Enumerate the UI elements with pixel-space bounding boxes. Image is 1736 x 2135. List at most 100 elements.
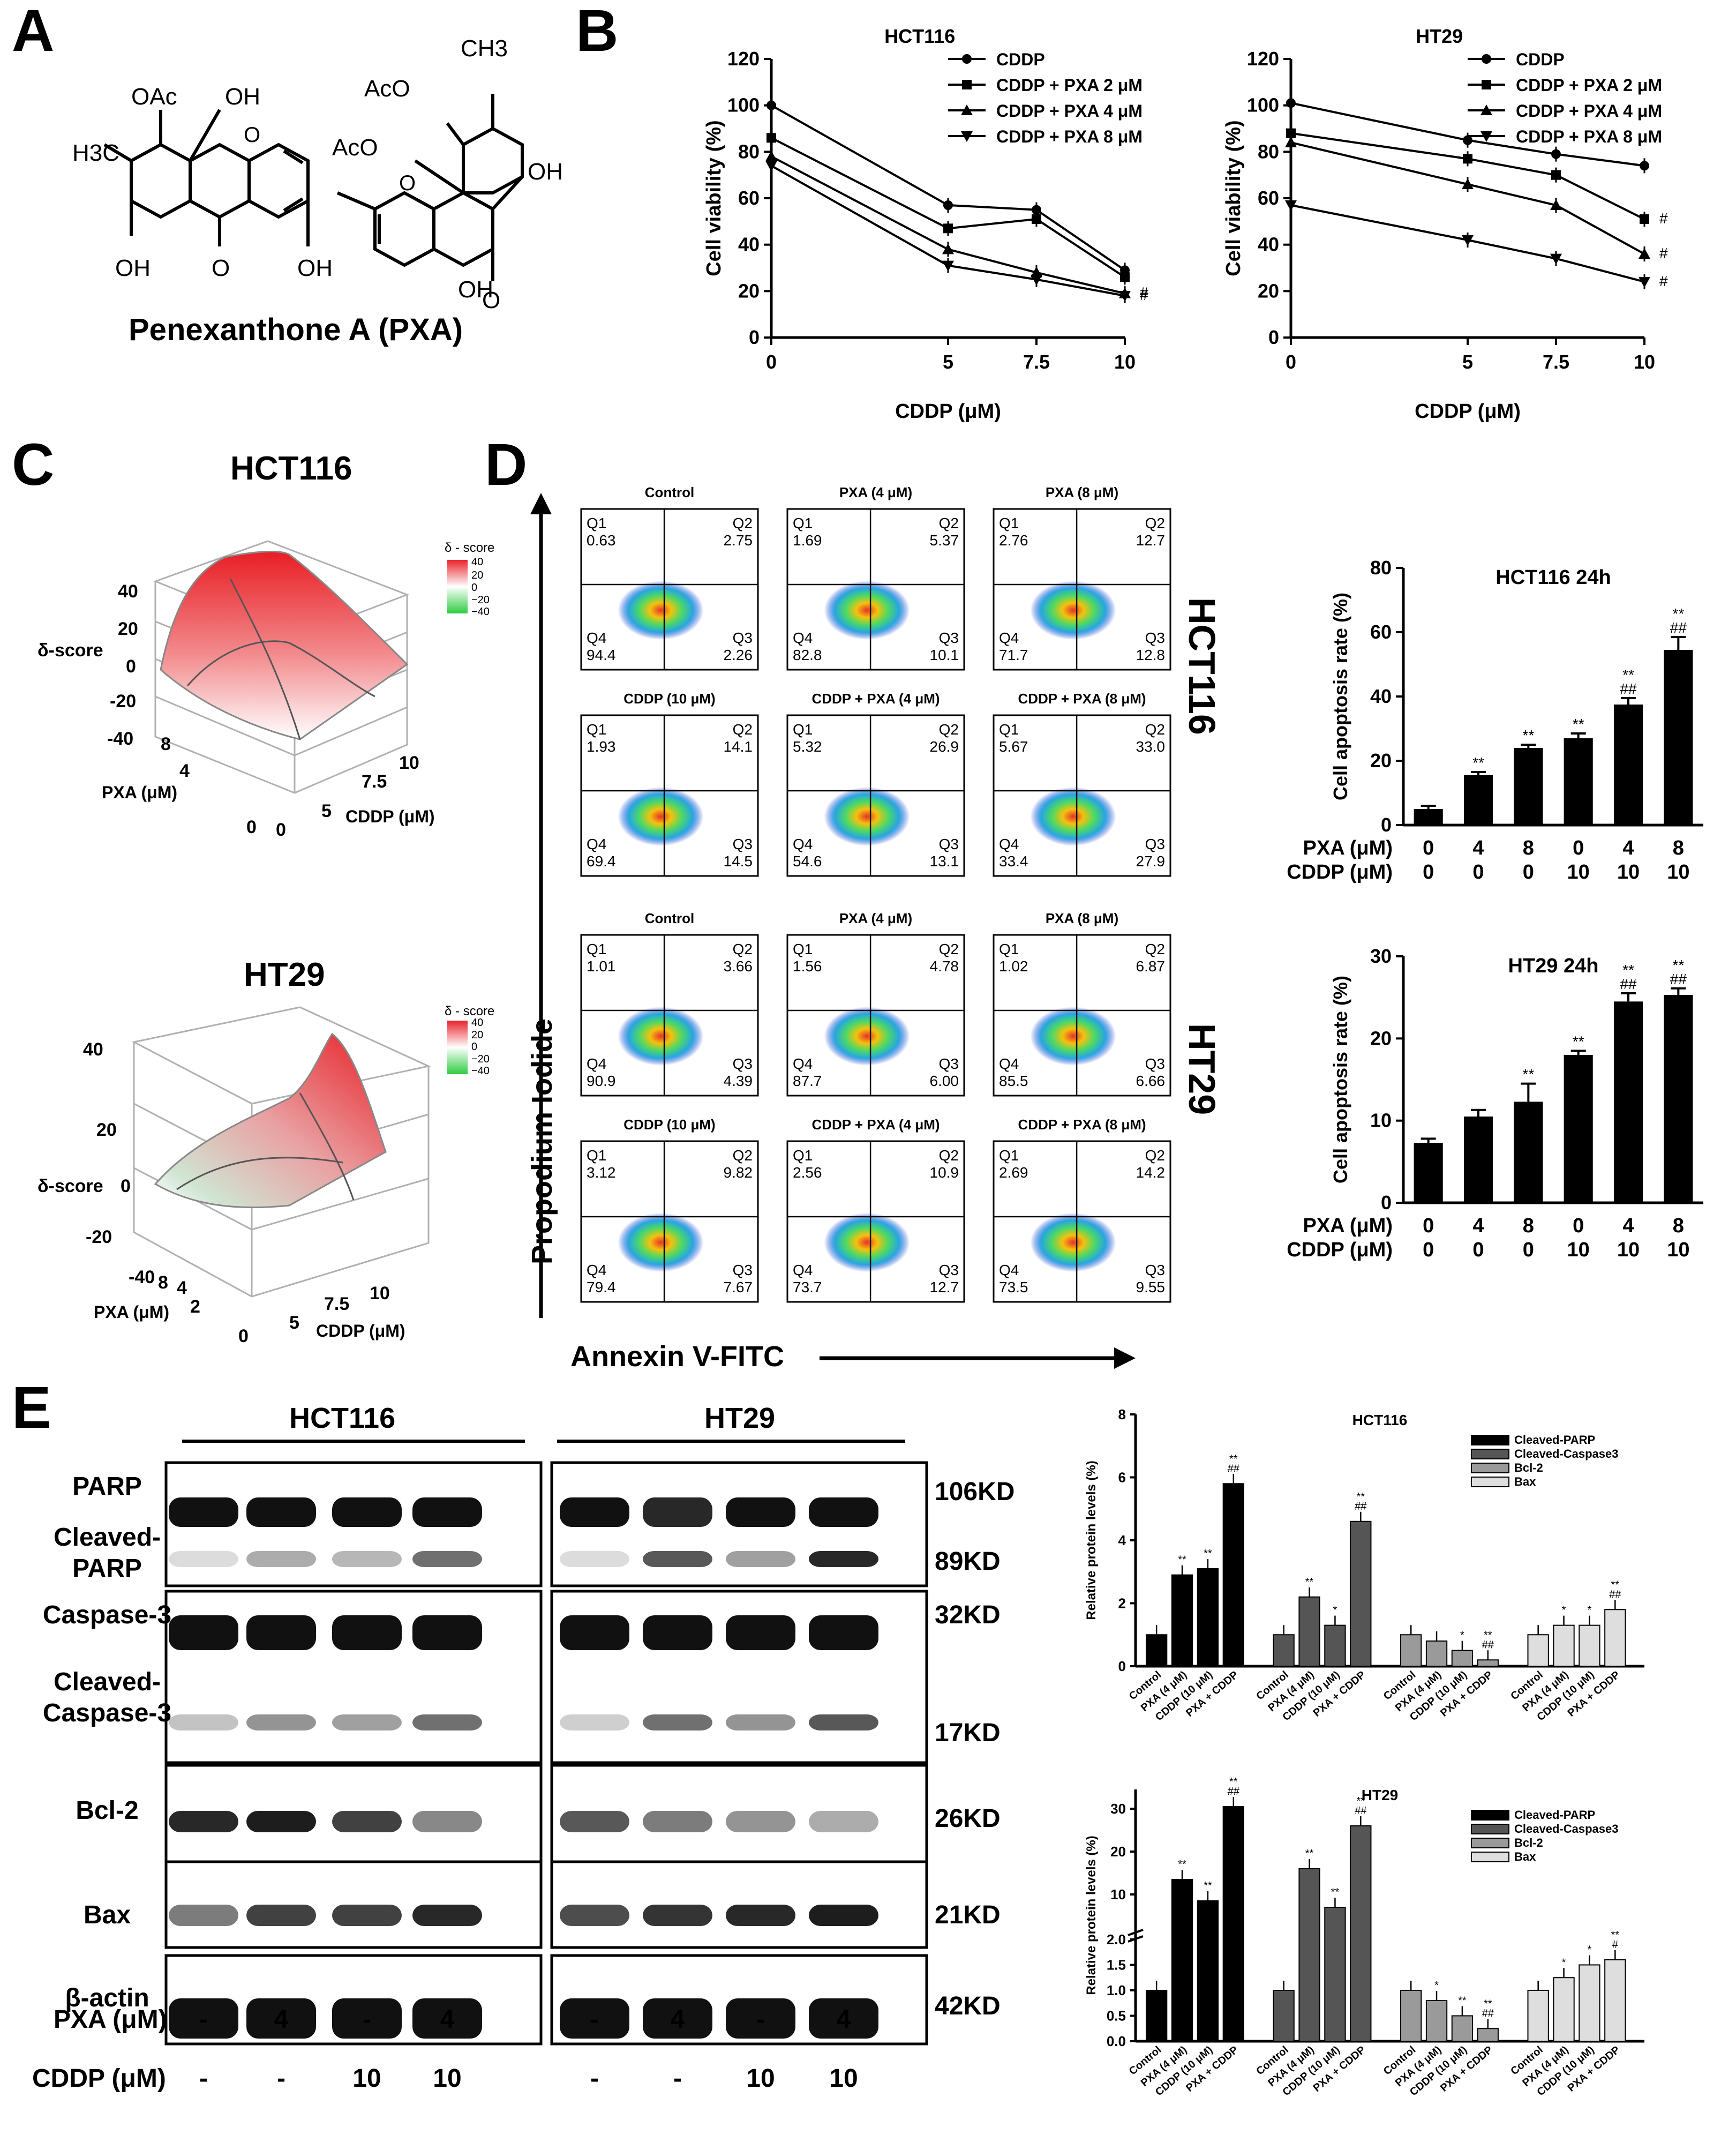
- quadrant-name: Q3: [733, 1262, 753, 1278]
- pxa-value: 8: [1523, 1215, 1534, 1237]
- blot-band: [246, 1615, 316, 1650]
- legend-label: CDDP + PXA 4 μM: [996, 101, 1143, 121]
- pxa-treatment-value: 4: [837, 2005, 851, 2034]
- legend-marker: [961, 131, 973, 142]
- surface-grid-6: [294, 706, 408, 756]
- significance-mark: *: [1562, 1957, 1566, 1968]
- bar: [1197, 1568, 1219, 1667]
- blot-band: [809, 1714, 878, 1731]
- significance-mark: **: [1357, 1491, 1365, 1503]
- quadrant-name: Q3: [939, 836, 959, 852]
- y-tick-label: 30: [1110, 1801, 1126, 1817]
- quadrant-q1-value: 1.69: [793, 532, 822, 549]
- y-tick: 0: [238, 1326, 249, 1346]
- legend-label: Bax: [1514, 1475, 1536, 1488]
- significance-mark: ##: [1355, 1501, 1367, 1512]
- pxa-value: 4: [1622, 837, 1634, 859]
- series-line: [771, 164, 1125, 297]
- bar: [1514, 748, 1543, 825]
- surface-grid-4: [251, 1178, 429, 1231]
- chart-e-ht29-protein: 0.0 0.5 1.0 1.5 2.0 10 20 30 HT29 Relative protei…: [1084, 1776, 1644, 2099]
- surface-title-hct116: HCT116: [230, 450, 352, 487]
- quadrant-q3-value: 7.67: [724, 1279, 753, 1295]
- blot-band: [332, 1615, 402, 1650]
- pxa-value: 0: [1573, 1215, 1584, 1237]
- data-point: [942, 243, 954, 254]
- blot-band: [809, 1551, 878, 1567]
- colorbar-tick: 20: [471, 1029, 483, 1041]
- significance-mark: ##: [1670, 619, 1687, 636]
- blot-band: [643, 1497, 712, 1527]
- pxa-treatment-value: -: [363, 2005, 371, 2034]
- compound-name: Penexanthone A (PXA): [129, 312, 463, 347]
- cell-population-cloud: [1030, 1007, 1116, 1066]
- pxa-value: 8: [1673, 837, 1684, 859]
- cddp-value: 10: [1667, 861, 1689, 883]
- significance-mark: #: [1140, 287, 1148, 303]
- pxa-value: 4: [1622, 1215, 1634, 1237]
- blot-band: [412, 1998, 482, 2039]
- x-axis-label: CDDP (μM): [345, 807, 435, 826]
- z-tick: 0: [126, 656, 136, 677]
- x-tick-label: 0: [766, 351, 777, 373]
- legend-marker: [961, 104, 973, 115]
- treat-label-cddp: CDDP (μM): [32, 2064, 166, 2093]
- blot-band: [332, 1497, 402, 1527]
- blot-band: [726, 1615, 795, 1650]
- bar: [1273, 1990, 1295, 2042]
- pi-axis-label: Propodium Iodide: [526, 1018, 558, 1264]
- cddp-value: 0: [1423, 1239, 1434, 1261]
- surface-contour-2: [299, 1092, 355, 1201]
- y-tick-label: 0: [1381, 814, 1392, 836]
- significance-mark: **: [1204, 1880, 1212, 1892]
- pxa-value: 0: [1423, 1215, 1434, 1237]
- blot-band: [169, 1714, 238, 1731]
- significance-mark: **: [1305, 1576, 1314, 1588]
- data-point: [1463, 135, 1472, 145]
- chart-title: HT29: [1362, 1787, 1398, 1803]
- series-2: [1285, 135, 1650, 261]
- cell-population-cloud: [618, 787, 704, 846]
- data-point: [1550, 253, 1562, 265]
- significance-mark: *: [1562, 1605, 1566, 1616]
- y-tick-label: 100: [727, 94, 760, 116]
- bar: [1298, 1868, 1320, 2042]
- blot-band: [169, 1497, 238, 1527]
- significance-mark: **: [1229, 1776, 1238, 1788]
- bar: [1553, 1977, 1575, 2042]
- quadrant-q2-value: 14.2: [1136, 1164, 1166, 1181]
- significance-mark: #: [1659, 210, 1668, 227]
- blot-band: [412, 1497, 482, 1527]
- z-tick: 20: [118, 619, 138, 639]
- blot-band: [726, 1905, 795, 1926]
- data-point: [1639, 277, 1650, 288]
- x-tick-label: 5: [943, 351, 953, 373]
- cell-population-cloud: [618, 581, 704, 640]
- pxa-treatment-value: -: [199, 2005, 208, 2034]
- pxa-treatment-value: 4: [274, 2005, 289, 2034]
- significance-mark: **: [1672, 605, 1684, 622]
- quadrant-q2-value: 4.78: [930, 958, 959, 975]
- blot-band: [643, 1714, 712, 1731]
- blot-row-label: Caspase-3: [43, 1601, 171, 1629]
- quadrant-name: Q3: [1145, 1055, 1165, 1072]
- axis-break-mark: [1128, 1935, 1144, 1943]
- y-tick-label: 120: [727, 48, 760, 70]
- significance-mark: ##: [1482, 1639, 1494, 1651]
- bar: [1400, 1990, 1422, 2042]
- y-tick-label: 20: [1258, 280, 1279, 302]
- quadrant-name: Q1: [793, 515, 813, 531]
- flow-plot-title: CDDP (10 μM): [623, 691, 715, 707]
- quadrant-q3-value: 12.8: [1136, 647, 1166, 663]
- struct-label-oh-br: OH: [458, 276, 493, 303]
- cddp-value: 0: [1523, 861, 1534, 883]
- struct-label-ch3: CH3: [461, 35, 508, 62]
- cddp-value: 10: [1667, 1239, 1689, 1261]
- y-tick-label: 1.0: [1107, 1982, 1126, 1998]
- cddp-treatment-value: -: [277, 2064, 285, 2093]
- series-line: [771, 104, 1126, 271]
- y-axis-label: Cell viability (%): [703, 120, 725, 276]
- blot-band: [332, 1551, 402, 1567]
